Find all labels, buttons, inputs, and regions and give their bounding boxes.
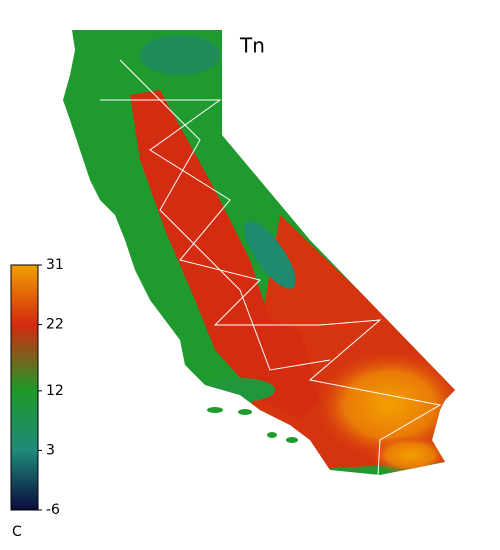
colorbar-tick-label: 3 — [46, 442, 55, 458]
colorbar-scale — [10, 264, 39, 511]
map-title: Tn — [239, 34, 265, 58]
channel-islands — [207, 407, 298, 443]
colorbar-tick-label: 12 — [46, 383, 64, 399]
colorbar: -6 3 12 22 31 — [10, 257, 64, 518]
colorbar-unit: C — [12, 524, 22, 540]
colorbar-tick-label: -6 — [46, 502, 60, 518]
colorbar-tick-label: 31 — [46, 257, 64, 273]
colorbar-tick-label: 22 — [46, 317, 64, 333]
